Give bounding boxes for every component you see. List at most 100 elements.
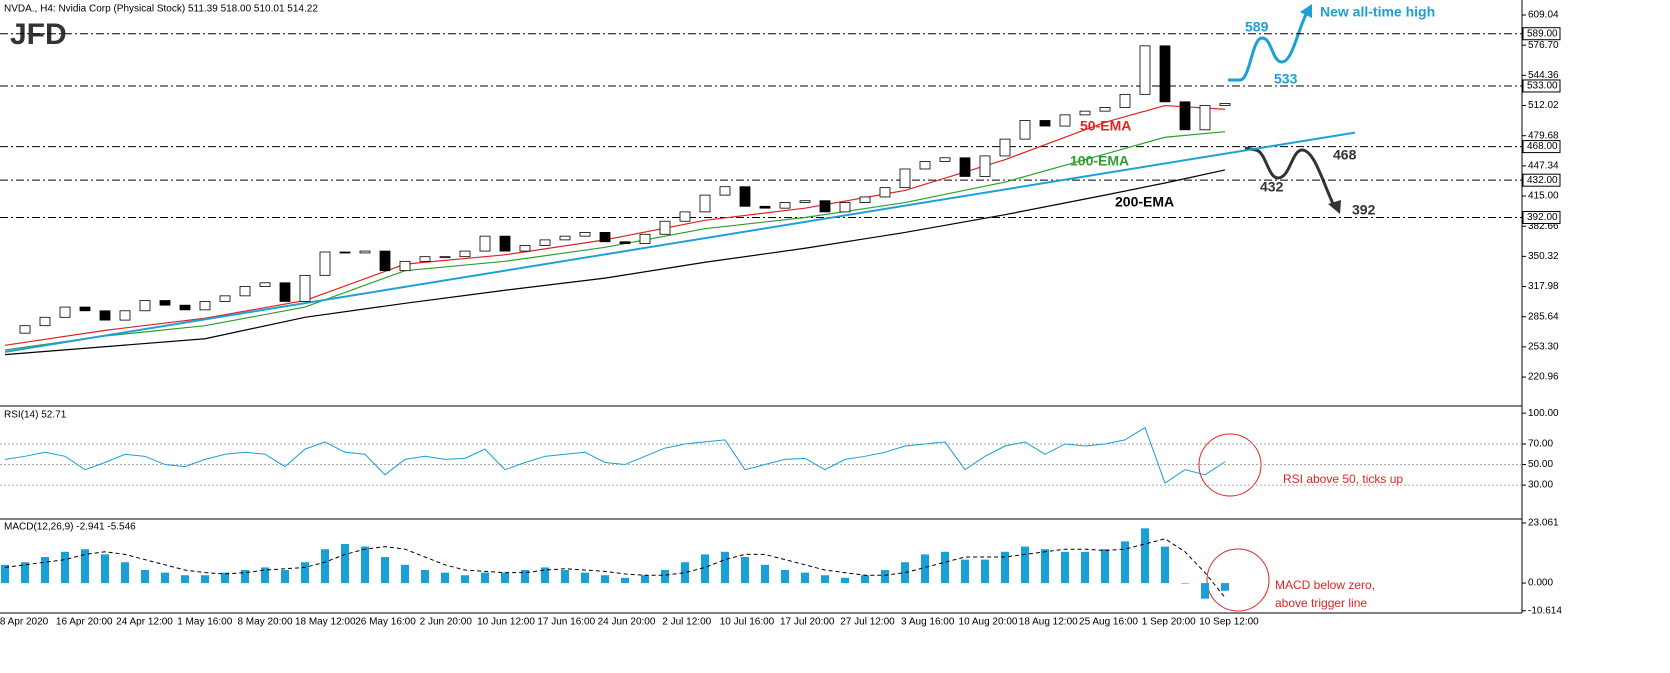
x-tick-label: 10 Aug 20:00 (959, 617, 1018, 628)
macd-bar (961, 559, 969, 584)
x-tick-label: 27 Jul 12:00 (840, 617, 895, 628)
macd-bar (1161, 546, 1169, 584)
macd-bar (81, 549, 89, 584)
x-tick-label: 25 Aug 16:00 (1079, 617, 1138, 628)
macd-bar (621, 577, 629, 584)
annotation: 432 (1260, 179, 1284, 195)
macd-bar (481, 572, 489, 584)
candle (1099, 107, 1111, 112)
macd-bar (741, 557, 749, 584)
macd-bar (361, 546, 369, 584)
logo: JFD (10, 18, 67, 51)
level-label: 432.00 (1527, 175, 1558, 186)
y-tick-label: 544.36 (1528, 70, 1559, 81)
candle (659, 220, 671, 235)
candle (419, 256, 431, 262)
candle (739, 186, 751, 207)
y-tick-label: 576.70 (1528, 40, 1559, 51)
x-tick-label: 26 May 16:00 (355, 617, 416, 628)
y-tick-label: 50.00 (1528, 459, 1553, 470)
macd-bar (241, 570, 249, 584)
indicator-line (4, 131, 1356, 353)
x-tick-label: 17 Jul 20:00 (780, 617, 835, 628)
level-label: 589.00 (1527, 28, 1558, 39)
level-label: 392.00 (1527, 212, 1558, 223)
candle (499, 235, 511, 252)
level-label: 533.00 (1527, 81, 1558, 92)
candle (259, 282, 271, 287)
x-tick-label: 8 Apr 2020 (0, 617, 49, 628)
candle (99, 310, 111, 321)
candle (1059, 114, 1071, 127)
macd-bar (381, 557, 389, 584)
candle (359, 250, 371, 254)
candle (159, 300, 171, 306)
macd-bar (821, 575, 829, 584)
level-box (1522, 140, 1561, 154)
x-tick-label: 24 Apr 12:00 (116, 617, 173, 628)
candle (1179, 101, 1191, 131)
indicator-label: 200-EMA (1115, 194, 1174, 210)
macd-bar (1221, 583, 1229, 591)
level-box (1522, 79, 1561, 93)
level-box (1522, 210, 1561, 224)
macd-bar (1061, 551, 1069, 584)
macd-bar (61, 551, 69, 584)
candle (779, 202, 791, 209)
x-tick-label: 10 Jun 12:00 (477, 617, 535, 628)
candle (179, 304, 191, 311)
macd-bar (301, 562, 309, 584)
candle (859, 196, 871, 203)
macd-bar (261, 567, 269, 584)
candle (299, 274, 311, 302)
macd-bar (1021, 546, 1029, 584)
candle (479, 235, 491, 252)
macd-bar (181, 575, 189, 584)
candle (579, 232, 591, 237)
x-tick-label: 1 Sep 20:00 (1142, 617, 1196, 628)
candle (619, 241, 631, 245)
candle (959, 157, 971, 177)
macd-bar (721, 551, 729, 584)
x-tick-label: 1 May 16:00 (177, 617, 232, 628)
candle (639, 233, 651, 245)
macd-bar (1141, 528, 1149, 584)
candle (539, 239, 551, 246)
x-tick-label: 16 Apr 20:00 (56, 617, 113, 628)
candle (759, 205, 771, 209)
x-tick-label: 24 Jun 20:00 (598, 617, 656, 628)
candle (19, 325, 31, 334)
y-tick-label: 285.64 (1528, 311, 1559, 322)
y-tick-label: 609.04 (1528, 10, 1559, 21)
macd-bar (641, 575, 649, 584)
y-tick-label: -10.614 (1528, 605, 1562, 616)
macd-bar (561, 570, 569, 584)
candle (1199, 105, 1211, 131)
y-tick-label: 415.00 (1528, 191, 1559, 202)
arrow-head (1328, 200, 1341, 214)
candle (879, 187, 891, 198)
candle (1039, 120, 1051, 127)
macd-bar (221, 572, 229, 584)
macd-bar (141, 570, 149, 584)
candle (899, 168, 911, 189)
indicator-label: 100-EMA (1070, 153, 1129, 169)
y-tick-label: 512.02 (1528, 100, 1559, 111)
candle (719, 186, 731, 196)
panel-title: NVDA., H4: Nvidia Corp (Physical Stock) … (4, 4, 318, 15)
y-tick-label: 70.00 (1528, 439, 1553, 450)
macd-bar (901, 562, 909, 584)
macd-bar (661, 570, 669, 584)
highlight-circle (1206, 548, 1270, 612)
candle (1119, 93, 1131, 108)
macd-bar (1, 564, 9, 584)
candle (399, 260, 411, 272)
indicator-line (4, 131, 1226, 351)
macd-bar (581, 572, 589, 584)
annotation: 589 (1245, 19, 1269, 35)
macd-bar (1181, 583, 1189, 584)
macd-bar (1201, 583, 1209, 599)
panel-title: RSI(14) 52.71 (4, 410, 67, 421)
x-tick-label: 18 May 12:00 (295, 617, 356, 628)
